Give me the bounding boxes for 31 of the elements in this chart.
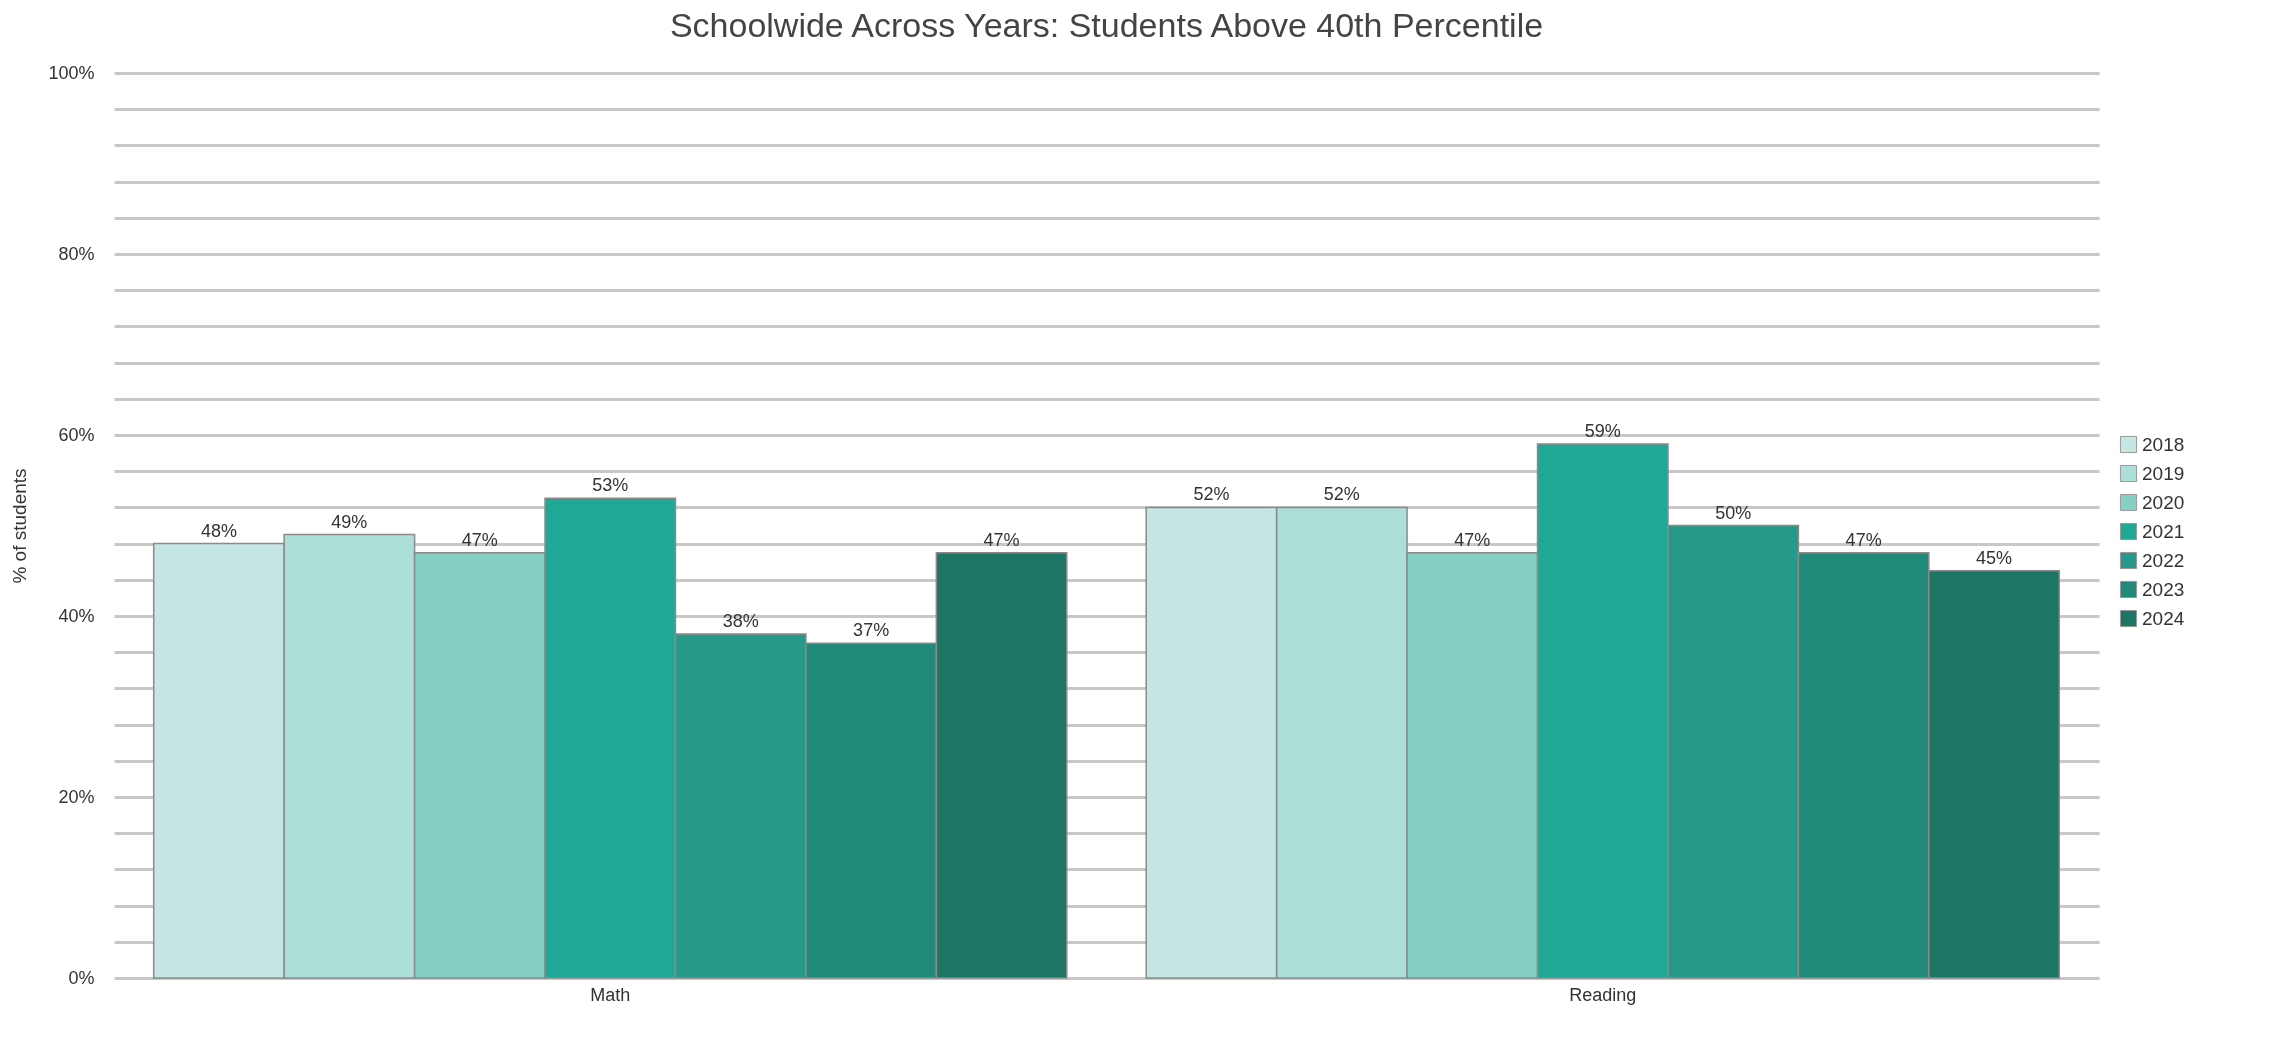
y-tick-label: 0%	[68, 967, 95, 988]
legend-label: 2019	[2142, 462, 2185, 484]
x-tick-label: Reading	[1569, 984, 1637, 1005]
y-tick-label: 60%	[58, 424, 95, 445]
data-label: 52%	[1193, 484, 1230, 505]
legend-label: 2023	[2142, 578, 2185, 600]
data-label: 52%	[1323, 484, 1360, 505]
chart-title: Schoolwide Across Years: Students Above 40th Percentile	[669, 6, 1544, 44]
data-label: 38%	[722, 611, 759, 632]
legend-label: 2020	[2142, 491, 2185, 513]
data-label: 45%	[1976, 547, 2013, 568]
y-tick-label: 20%	[58, 786, 95, 807]
y-tick-label: 40%	[58, 605, 95, 626]
data-label: 49%	[331, 511, 368, 532]
data-label: 47%	[1845, 529, 1882, 550]
legend-label: 2024	[2142, 607, 2185, 629]
x-tick-label: Math	[590, 984, 631, 1005]
data-label: 53%	[592, 475, 629, 496]
data-label: 48%	[200, 520, 237, 541]
data-label: 47%	[461, 529, 498, 550]
data-label: 47%	[983, 529, 1020, 550]
data-label: 47%	[1454, 529, 1491, 550]
y-tick-label: 80%	[58, 243, 95, 264]
legend-label: 2022	[2142, 549, 2185, 571]
data-label: 59%	[1584, 421, 1621, 442]
data-label: 50%	[1715, 502, 1752, 523]
y-tick-label: 100%	[48, 62, 95, 83]
legend-label: 2021	[2142, 520, 2185, 542]
data-label: 37%	[853, 620, 890, 641]
y-axis-title: % of students	[9, 468, 31, 584]
legend-label: 2018	[2142, 433, 2185, 455]
